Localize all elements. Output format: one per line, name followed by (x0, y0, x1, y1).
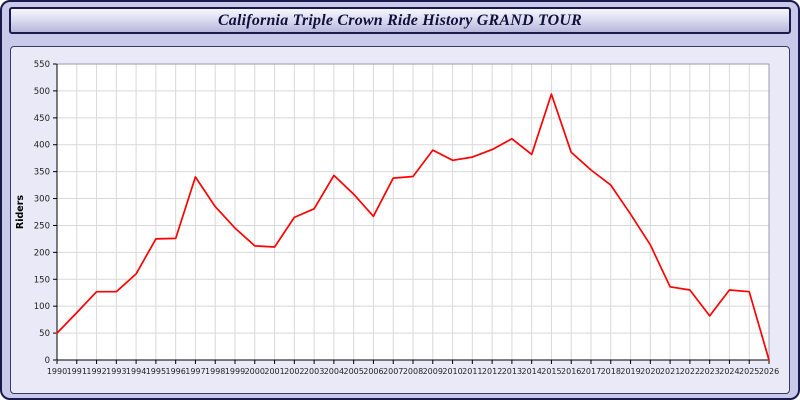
x-tick-label: 2005 (343, 367, 363, 376)
x-tick-label: 1996 (165, 367, 185, 376)
x-tick-label: 2021 (660, 367, 680, 376)
x-tick-label: 2011 (462, 367, 482, 376)
x-tick-label: 1990 (47, 367, 67, 376)
x-tick-label: 2004 (324, 367, 344, 376)
x-tick-label: 1998 (205, 367, 225, 376)
x-tick-label: 1997 (185, 367, 205, 376)
x-tick-label: 2024 (719, 367, 739, 376)
x-tick-label: 2008 (403, 367, 423, 376)
x-tick-label: 1992 (86, 367, 106, 376)
y-tick-label: 350 (34, 168, 50, 178)
x-tick-label: 1995 (146, 367, 166, 376)
chart-title: California Triple Crown Ride History GRA… (217, 11, 583, 29)
x-tick-label: 2006 (363, 367, 383, 376)
x-tick-label: 2023 (699, 367, 719, 376)
y-tick-label: 300 (34, 195, 50, 205)
x-tick-label: 2003 (304, 367, 324, 376)
riders-series-line (56, 93, 770, 361)
x-tick-label: 2014 (521, 367, 541, 376)
y-tick-label: 500 (34, 87, 50, 97)
x-tick-label: 2018 (601, 367, 621, 376)
y-axis-label: Riders (15, 195, 26, 230)
y-tick-label: 400 (34, 141, 50, 151)
y-tick-label: 0 (45, 356, 50, 366)
x-tick-label: 2001 (264, 367, 284, 376)
y-tick-label: 550 (34, 60, 50, 70)
x-tick-label: 2000 (245, 367, 265, 376)
y-tick-label: 250 (34, 221, 50, 231)
y-tick-label: 450 (34, 114, 50, 124)
x-tick-label: 2007 (383, 367, 403, 376)
title-bar: California Triple Crown Ride History GRA… (9, 7, 791, 34)
x-tick-label: 2002 (284, 367, 304, 376)
x-tick-label: 2010 (442, 367, 462, 376)
x-tick-label: 2016 (561, 367, 581, 376)
y-tick-label: 150 (34, 275, 50, 285)
x-tick-label: 2015 (541, 367, 561, 376)
x-tick-label: 1993 (106, 367, 126, 376)
x-tick-label: 2013 (502, 367, 522, 376)
x-tick-label: 1999 (225, 367, 245, 376)
y-tick-label: 50 (39, 329, 50, 339)
x-tick-label: 2025 (739, 367, 759, 376)
y-tick-label: 100 (34, 302, 50, 312)
x-tick-label: 2012 (482, 367, 502, 376)
x-tick-label: 2019 (620, 367, 640, 376)
x-tick-label: 2022 (680, 367, 700, 376)
chart-panel: 0 50 100 150 200 250 300 350 400 450 500 550 1990 199… (10, 46, 790, 394)
x-tick-label: 2026 (759, 367, 779, 376)
x-tick-label: 2020 (640, 367, 660, 376)
y-tick-label: 200 (34, 248, 50, 258)
x-tick-label: 2009 (423, 367, 443, 376)
x-tick-label: 1991 (67, 367, 87, 376)
x-tick-label: 2017 (581, 367, 601, 376)
x-tick-label: 1994 (126, 367, 146, 376)
